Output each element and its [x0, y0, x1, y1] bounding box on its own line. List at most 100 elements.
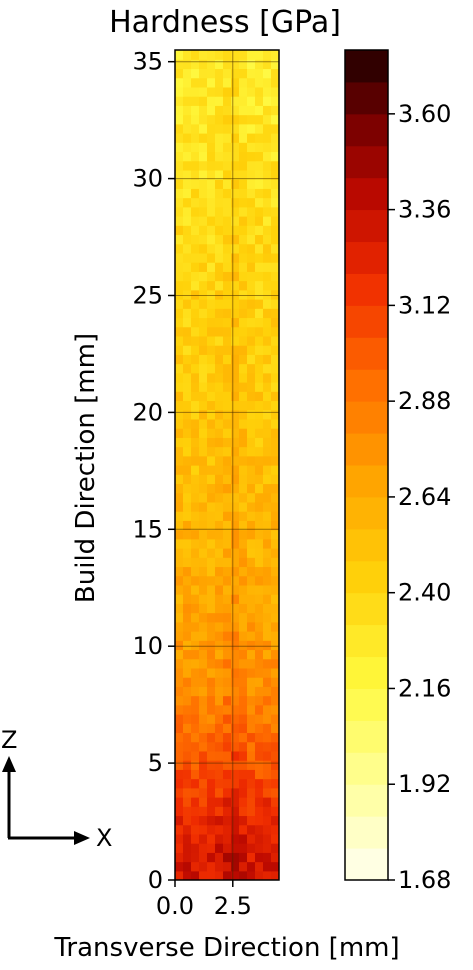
- heatmap-cell: [255, 483, 264, 494]
- heatmap-cell: [183, 584, 192, 595]
- heatmap-cell: [183, 382, 192, 392]
- heatmap-cell: [215, 677, 224, 687]
- heatmap-cell: [223, 335, 232, 346]
- heatmap-cell: [191, 658, 200, 669]
- heatmap-cell: [239, 511, 248, 521]
- heatmap-cell: [191, 382, 200, 392]
- heatmap-cell: [215, 833, 224, 844]
- heatmap-cell: [207, 142, 216, 153]
- heatmap-cell: [207, 179, 216, 189]
- heatmap-cell: [183, 142, 192, 153]
- heatmap-cell: [231, 68, 240, 79]
- heatmap-cell: [207, 667, 216, 678]
- heatmap-cell: [175, 778, 184, 789]
- heatmap-cell: [223, 501, 232, 512]
- heatmap-cell: [199, 68, 208, 79]
- heatmap-cell: [231, 455, 240, 466]
- heatmap-cell: [183, 151, 192, 162]
- heatmap-cell: [215, 114, 224, 125]
- heatmap-cell: [183, 465, 192, 475]
- heatmap-cell: [263, 50, 272, 60]
- heatmap-cell: [247, 870, 256, 880]
- heatmap-cell: [231, 704, 240, 715]
- heatmap-cell: [207, 345, 216, 355]
- heatmap-cell: [271, 649, 279, 660]
- heatmap-cell: [223, 870, 232, 880]
- heatmap-cell: [247, 483, 256, 494]
- heatmap-cell: [231, 437, 240, 448]
- heatmap-cell: [271, 289, 279, 300]
- heatmap-cell: [199, 548, 208, 558]
- heatmap-cell: [175, 326, 184, 337]
- heatmap-cell: [231, 77, 240, 88]
- heatmap-cell: [175, 252, 184, 263]
- heatmap-cell: [207, 418, 216, 429]
- heatmap-cell: [215, 769, 224, 780]
- heatmap-cell: [223, 317, 232, 328]
- heatmap-cell: [271, 594, 279, 604]
- heatmap-cell: [255, 308, 264, 319]
- heatmap-cell: [215, 548, 224, 558]
- heatmap-cell: [223, 382, 232, 392]
- heatmap-cell: [223, 538, 232, 549]
- colorbar-level: [345, 816, 388, 849]
- heatmap-cell: [263, 169, 272, 180]
- heatmap-cell: [223, 225, 232, 236]
- heatmap-cell: [263, 732, 272, 743]
- heatmap-cell: [207, 741, 216, 752]
- heatmap-cell: [191, 317, 200, 328]
- heatmap-cell: [175, 280, 184, 291]
- heatmap-cell: [215, 640, 224, 651]
- heatmap-cell: [231, 354, 240, 365]
- y-axis-label: Build Direction [mm]: [71, 333, 101, 603]
- heatmap-cell: [271, 750, 279, 761]
- heatmap-cell: [255, 538, 264, 549]
- heatmap-cell: [191, 354, 200, 365]
- heatmap-cell: [255, 621, 264, 632]
- heatmap-cell: [231, 852, 240, 863]
- heatmap-cell: [255, 824, 264, 835]
- heatmap-cell: [231, 843, 240, 853]
- heatmap-cell: [191, 695, 200, 706]
- heatmap-cell: [239, 151, 248, 162]
- heatmap-cell: [247, 151, 256, 162]
- heatmap-cell: [175, 428, 184, 438]
- heatmap-cell: [263, 603, 272, 614]
- heatmap-cell: [239, 400, 248, 411]
- heatmap-cell: [231, 372, 240, 383]
- y-tick-label: 20: [132, 398, 163, 426]
- heatmap-cell: [255, 695, 264, 706]
- heatmap-cell: [231, 520, 240, 531]
- heatmap-cell: [215, 704, 224, 715]
- heatmap-cell: [255, 714, 264, 724]
- heatmap-cell: [175, 345, 184, 355]
- heatmap-cell: [247, 557, 256, 568]
- heatmap-cell: [199, 289, 208, 300]
- heatmap-cell: [247, 225, 256, 236]
- heatmap-cell: [207, 465, 216, 475]
- heatmap-cell: [183, 695, 192, 706]
- heatmap-cell: [271, 151, 279, 162]
- heatmap-cell: [263, 695, 272, 706]
- heatmap-cell: [239, 59, 248, 70]
- heatmap-cell: [271, 409, 279, 420]
- heatmap-cell: [191, 123, 200, 134]
- heatmap-cell: [175, 649, 184, 660]
- heatmap-cell: [207, 197, 216, 208]
- heatmap-cell: [183, 769, 192, 780]
- heatmap-cell: [255, 77, 264, 88]
- heatmap-cell: [183, 824, 192, 835]
- heatmap-cell: [271, 612, 279, 623]
- heatmap-cell: [255, 732, 264, 743]
- heatmap-cell: [255, 750, 264, 761]
- heatmap-cell: [183, 548, 192, 558]
- heatmap-cell: [183, 455, 192, 466]
- heatmap-cell: [199, 372, 208, 383]
- heatmap-cell: [255, 465, 264, 475]
- heatmap-cell: [191, 584, 200, 595]
- heatmap-cell: [255, 206, 264, 217]
- heatmap-cell: [207, 234, 216, 245]
- heatmap-cell: [175, 354, 184, 365]
- heatmap-cell: [191, 437, 200, 448]
- heatmap-cell: [223, 50, 232, 60]
